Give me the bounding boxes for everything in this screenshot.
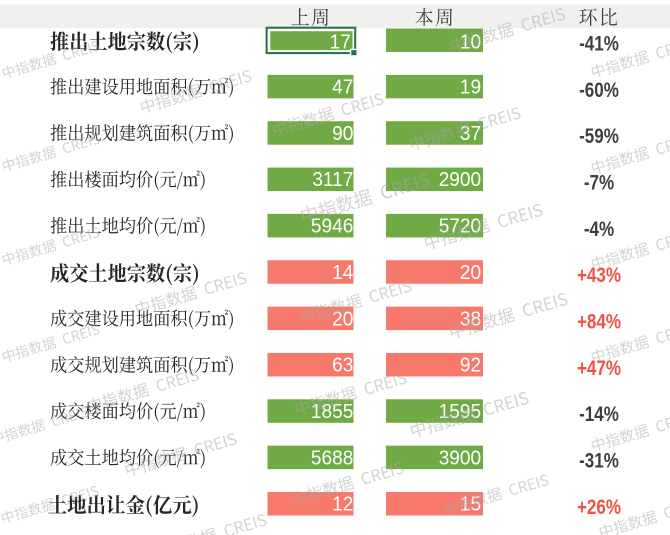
svg-text:-4%: -4% [584, 218, 614, 241]
svg-text:+26%: +26% [577, 496, 621, 519]
svg-text:2900: 2900 [439, 169, 481, 192]
svg-text:+43%: +43% [577, 264, 621, 287]
svg-text:47: 47 [332, 76, 353, 99]
svg-text:19: 19 [460, 76, 481, 99]
svg-text:-31%: -31% [579, 450, 619, 473]
svg-text:92: 92 [460, 354, 481, 377]
svg-text:20: 20 [332, 308, 353, 331]
svg-text:-60%: -60% [579, 79, 619, 102]
svg-text:+47%: +47% [577, 357, 621, 380]
svg-text:1855: 1855 [311, 400, 353, 423]
svg-text:14: 14 [332, 261, 353, 284]
svg-text:3117: 3117 [312, 169, 353, 192]
svg-text:5946: 5946 [311, 215, 353, 238]
svg-text:63: 63 [332, 354, 353, 377]
svg-text:5688: 5688 [311, 447, 353, 470]
svg-text:-59%: -59% [579, 125, 619, 148]
svg-text:12: 12 [332, 493, 353, 516]
svg-text:-7%: -7% [584, 172, 614, 195]
svg-text:3900: 3900 [439, 447, 481, 470]
svg-text:20: 20 [460, 261, 481, 284]
svg-text:90: 90 [332, 122, 353, 145]
svg-text:10: 10 [460, 31, 481, 54]
svg-text:-41%: -41% [579, 33, 619, 56]
svg-text:-14%: -14% [579, 404, 619, 427]
svg-text:17: 17 [330, 31, 351, 54]
svg-text:+84%: +84% [577, 311, 621, 334]
